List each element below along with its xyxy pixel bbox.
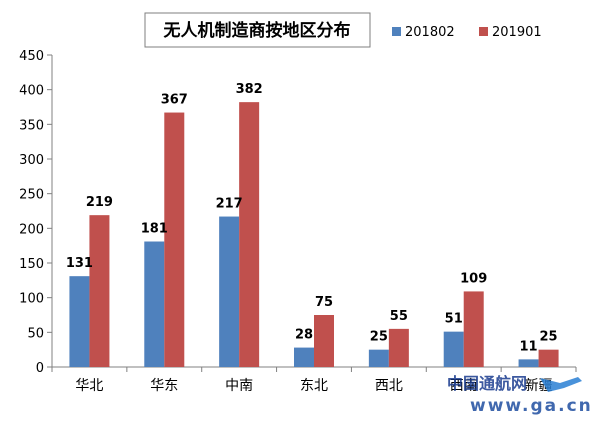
y-tick-label: 250: [19, 188, 44, 203]
y-axis: 0 50 100 150 200 250 300 350 400 450: [19, 49, 52, 376]
bar-201901-新疆: [538, 349, 559, 367]
data-label: 25: [540, 330, 558, 345]
bar-201901-西北: [388, 328, 409, 367]
bar-201901-东北: [314, 315, 334, 367]
data-label: 181: [141, 222, 168, 237]
bar-201802-西北: [368, 349, 389, 367]
bar-201901-中南: [239, 102, 260, 367]
bar-201802-华北: [69, 276, 90, 367]
data-label: 55: [390, 309, 408, 324]
bar-201802-西南: [443, 331, 464, 367]
y-tick-label: 50: [27, 326, 44, 341]
data-label: 109: [460, 271, 487, 286]
bar-201802-华东: [144, 241, 165, 367]
y-tick-label: 0: [36, 361, 44, 376]
bar-201802-东北: [294, 347, 314, 367]
y-tick-label: 300: [19, 153, 44, 168]
y-tick-label: 400: [19, 84, 44, 99]
data-label: 382: [236, 82, 263, 97]
legend-label-201901: 201901: [492, 25, 542, 40]
y-tick-label: 150: [19, 257, 44, 272]
x-tick-label: 华东: [150, 378, 178, 394]
legend-swatch-201901: [479, 27, 488, 36]
data-label: 219: [86, 195, 113, 210]
bar-201802-新疆: [518, 359, 539, 367]
y-tick-label: 450: [19, 49, 44, 64]
bar-201901-华北: [89, 215, 110, 367]
bar-201901-西南: [463, 291, 484, 367]
legend-label-201802: 201802: [405, 25, 455, 40]
legend: 201802 201901: [392, 25, 542, 40]
bar-201802-中南: [219, 216, 240, 367]
x-tick-label: 华北: [75, 378, 103, 394]
y-tick-label: 200: [19, 222, 44, 237]
x-tick-label: 中南: [225, 378, 253, 394]
watermark-line2: www.ga.cn: [470, 396, 593, 416]
legend-swatch-201802: [392, 27, 401, 36]
x-tick-label: 东北: [300, 378, 328, 394]
bars-layer: [69, 102, 559, 368]
y-tick-label: 100: [19, 292, 44, 307]
data-label: 28: [295, 328, 313, 343]
data-label: 25: [370, 330, 388, 345]
data-label: 217: [216, 197, 243, 212]
x-tick-label: 西北: [375, 378, 403, 394]
chart-title-box: 无人机制造商按地区分布: [144, 12, 371, 48]
x-tick-label: 西南: [450, 378, 478, 394]
data-label: 367: [161, 93, 188, 108]
y-tick-label: 350: [19, 118, 44, 133]
x-axis: 华北 华东 中南 东北 西北 西南 新疆: [51, 367, 577, 394]
data-label: 11: [520, 339, 538, 354]
airplane-icon: [540, 377, 582, 392]
data-label: 75: [315, 295, 333, 310]
watermark-logo: 中国通航网 www.ga.cn: [447, 374, 593, 416]
chart-title: 无人机制造商按地区分布: [163, 20, 351, 41]
watermark-line1: 中国通航网: [447, 374, 527, 393]
bar-201901-华东: [164, 112, 185, 368]
data-label: 51: [445, 312, 463, 327]
data-label: 131: [66, 256, 93, 271]
